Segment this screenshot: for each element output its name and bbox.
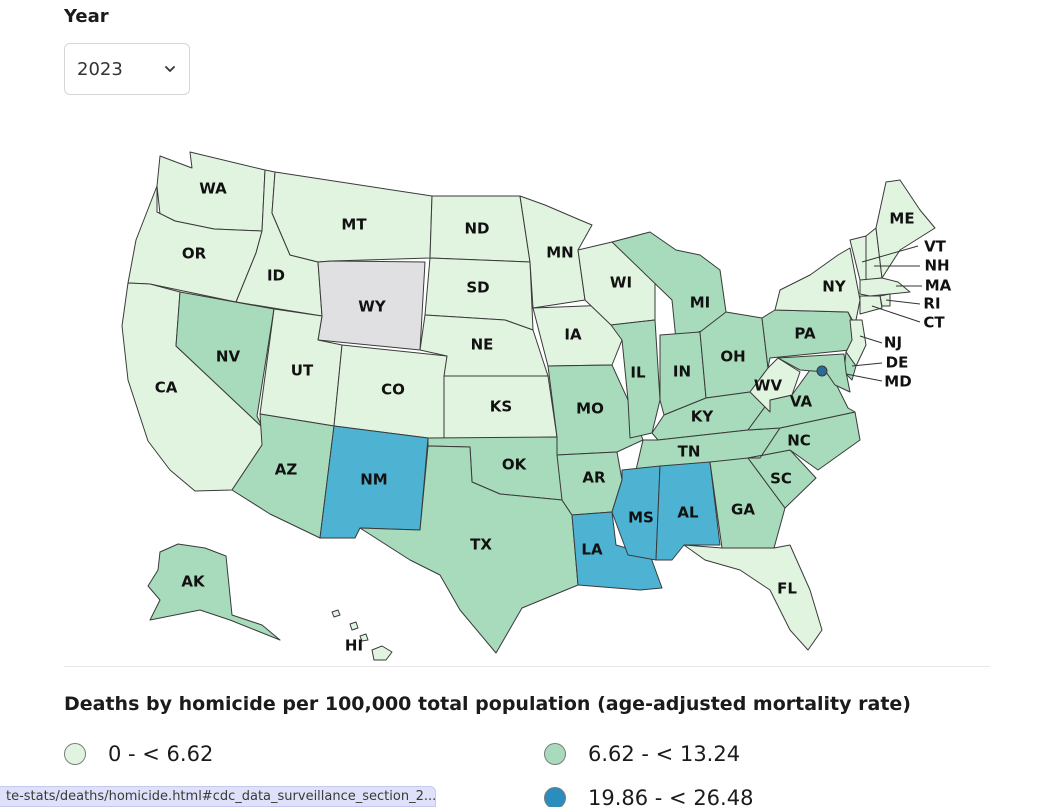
year-select-value: 2023 [77, 58, 123, 80]
label-me: ME [889, 210, 914, 228]
leader-lines [845, 245, 922, 382]
legend-range-1: 0 - < 6.62 [108, 742, 214, 766]
label-nh: NH [924, 257, 949, 275]
label-nd: ND [464, 220, 489, 238]
label-nm: NM [360, 471, 387, 489]
label-wy: WY [358, 298, 387, 316]
year-filter-label: Year [64, 6, 109, 27]
state-la[interactable] [571, 511, 663, 591]
label-wi: WI [610, 274, 632, 292]
label-md: MD [884, 373, 911, 391]
state-wv[interactable] [749, 357, 801, 413]
label-ak: AK [181, 573, 206, 591]
legend-item-2: 6.62 - < 13.24 [544, 742, 740, 766]
state-hi[interactable] [331, 609, 393, 661]
label-mo: MO [576, 400, 604, 418]
legend-range-2: 6.62 - < 13.24 [588, 742, 741, 766]
label-oh: OH [720, 348, 745, 366]
label-ks: KS [490, 398, 512, 416]
label-sd: SD [466, 279, 489, 297]
label-mi: MI [690, 294, 711, 312]
label-ms: MS [628, 509, 654, 527]
label-ca: CA [155, 379, 178, 397]
label-co: CO [381, 381, 405, 399]
label-nj: NJ [884, 334, 902, 352]
us-choropleth-map: WA OR CA ID MT WY NV UT AZ CO NM ND SD N… [60, 140, 1000, 670]
state-ct[interactable] [859, 295, 883, 315]
label-va: VA [790, 393, 813, 411]
legend-item-3: 19.86 - < 26.48 [544, 786, 753, 807]
label-ia: IA [564, 326, 582, 344]
label-fl: FL [777, 580, 797, 598]
state-tx[interactable] [359, 445, 579, 654]
legend-swatch-1 [64, 743, 86, 765]
chevron-down-icon [165, 66, 175, 72]
legend-range-3: 19.86 - < 26.48 [588, 786, 754, 807]
state-mo[interactable] [547, 364, 644, 456]
label-id: ID [267, 267, 285, 285]
map-svg: WA OR CA ID MT WY NV UT AZ CO NM ND SD N… [121, 151, 952, 661]
state-il[interactable] [610, 319, 661, 439]
state-ak[interactable] [147, 543, 281, 641]
label-in: IN [673, 363, 691, 381]
label-la: LA [581, 541, 603, 559]
label-nv: NV [216, 348, 241, 366]
label-ut: UT [291, 362, 314, 380]
state-ga[interactable] [709, 457, 786, 549]
label-ok: OK [502, 456, 528, 474]
state-ny[interactable] [774, 247, 861, 326]
legend-swatch-3 [544, 787, 566, 807]
label-sc: SC [770, 470, 792, 488]
label-de: DE [886, 354, 909, 372]
year-select[interactable]: 2023 [64, 43, 190, 95]
label-mt: MT [341, 216, 367, 234]
label-ri: RI [923, 295, 940, 313]
link-status-bar: te-stats/deaths/homicide.html#cdc_data_s… [0, 786, 436, 807]
label-pa: PA [794, 325, 816, 343]
label-ar: AR [582, 469, 606, 487]
state-md[interactable] [777, 353, 851, 393]
state-fl[interactable] [683, 544, 823, 651]
label-or: OR [182, 245, 207, 263]
label-vt: VT [924, 238, 947, 256]
legend-swatch-2 [544, 743, 566, 765]
legend-item-1: 0 - < 6.62 [64, 742, 213, 766]
label-ky: KY [691, 408, 715, 426]
label-tn: TN [678, 443, 701, 461]
label-hi: HI [345, 637, 363, 655]
state-labels: WA OR CA ID MT WY NV UT AZ CO NM ND SD N… [155, 180, 952, 655]
label-ct: CT [923, 314, 945, 332]
label-nc: NC [787, 432, 811, 450]
state-ma[interactable] [859, 277, 911, 297]
state-dc[interactable] [816, 365, 828, 377]
label-tx: TX [470, 536, 492, 554]
legend-title: Deaths by homicide per 100,000 total pop… [64, 693, 911, 715]
label-il: IL [630, 364, 646, 382]
label-al: AL [677, 504, 699, 522]
label-az: AZ [275, 461, 298, 479]
label-ma: MA [925, 277, 952, 295]
label-wa: WA [199, 180, 227, 198]
state-mi[interactable] [611, 231, 727, 341]
label-ne: NE [471, 336, 494, 354]
label-wv: WV [754, 377, 783, 395]
section-divider [64, 666, 990, 667]
state-nv[interactable] [175, 291, 275, 428]
label-mn: MN [546, 244, 573, 262]
label-ny: NY [822, 278, 847, 296]
label-ga: GA [731, 501, 755, 519]
